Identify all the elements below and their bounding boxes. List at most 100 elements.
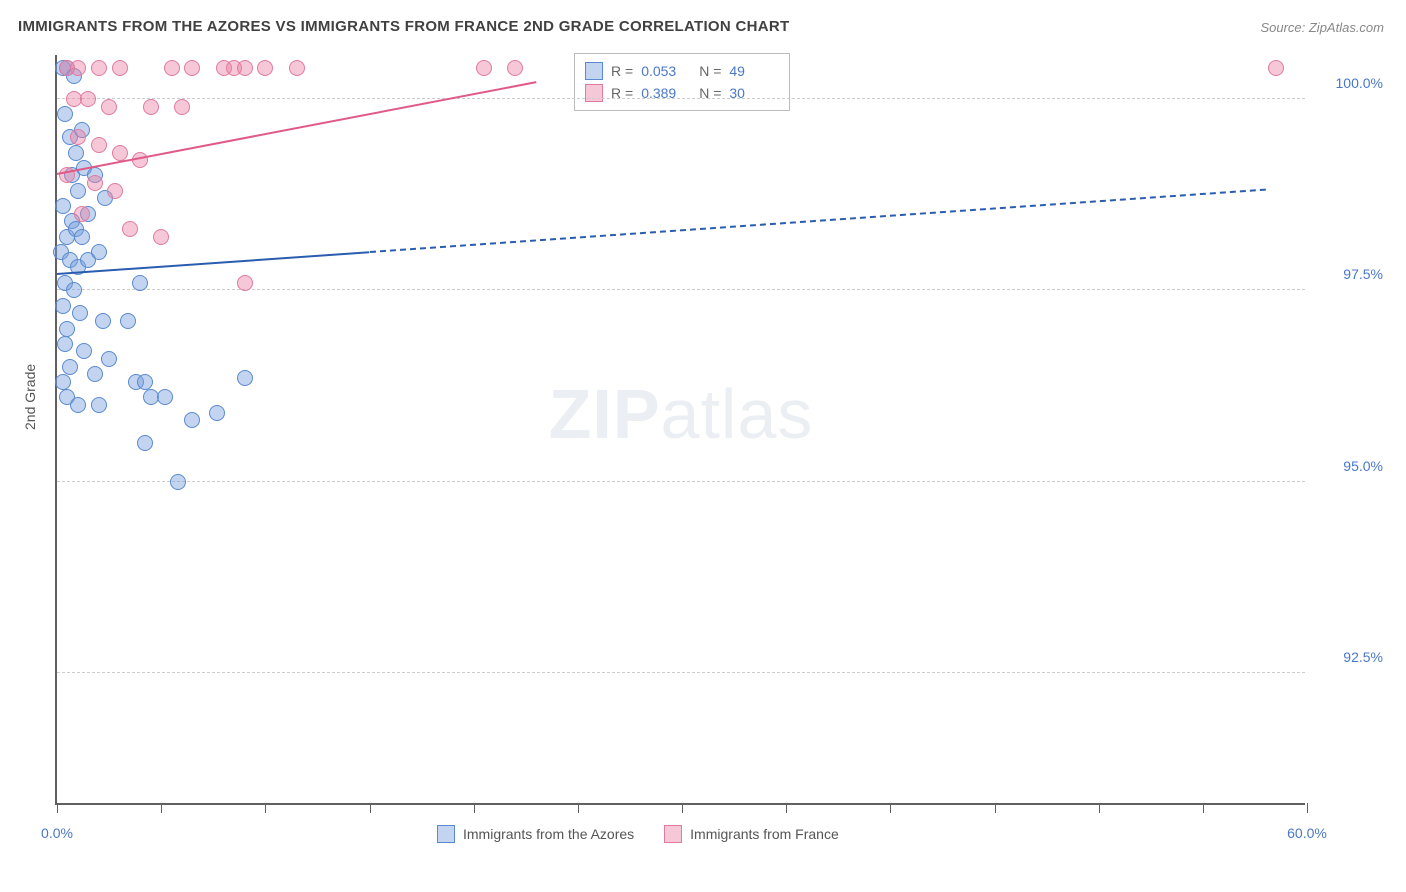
legend-swatch — [437, 825, 455, 843]
stat-n-value: 49 — [729, 63, 779, 79]
scatter-point — [72, 305, 88, 321]
bottom-legend: Immigrants from the Azores Immigrants fro… — [437, 825, 839, 843]
scatter-point — [55, 298, 71, 314]
legend-swatch — [585, 62, 603, 80]
scatter-point — [59, 321, 75, 337]
scatter-point — [237, 60, 253, 76]
y-tick-label: 95.0% — [1343, 458, 1383, 474]
scatter-point — [87, 366, 103, 382]
scatter-point — [70, 183, 86, 199]
legend-swatch — [664, 825, 682, 843]
scatter-point — [143, 99, 159, 115]
scatter-point — [101, 351, 117, 367]
watermark-atlas: atlas — [661, 375, 814, 453]
trend-line-dashed — [369, 189, 1265, 253]
scatter-point — [74, 206, 90, 222]
scatter-point — [55, 374, 71, 390]
scatter-point — [107, 183, 123, 199]
scatter-point — [91, 137, 107, 153]
stat-r-label: R = — [611, 63, 633, 79]
x-tick — [161, 803, 162, 813]
stats-row: R = 0.053 N = 49 — [585, 60, 779, 82]
scatter-point — [76, 343, 92, 359]
scatter-point — [112, 60, 128, 76]
gridline — [57, 98, 1305, 99]
stats-legend-box: R = 0.053 N = 49 R =0.389N =30 — [574, 53, 790, 111]
x-tick-label: 60.0% — [1287, 825, 1327, 841]
source-attribution: Source: ZipAtlas.com — [1260, 20, 1384, 35]
scatter-point — [132, 275, 148, 291]
y-tick-label: 97.5% — [1343, 266, 1383, 282]
legend-item: Immigrants from the Azores — [437, 825, 634, 843]
stat-r-value: 0.053 — [641, 63, 691, 79]
x-tick — [370, 803, 371, 813]
source-name: ZipAtlas.com — [1309, 20, 1384, 35]
scatter-point — [184, 60, 200, 76]
scatter-point — [120, 313, 136, 329]
scatter-point — [66, 91, 82, 107]
scatter-point — [1268, 60, 1284, 76]
scatter-point — [507, 60, 523, 76]
chart-title: IMMIGRANTS FROM THE AZORES VS IMMIGRANTS… — [18, 18, 789, 35]
source-prefix: Source: — [1260, 20, 1308, 35]
legend-label: Immigrants from the Azores — [463, 826, 634, 842]
trend-line — [57, 82, 537, 176]
scatter-point — [91, 397, 107, 413]
watermark: ZIPatlas — [549, 374, 814, 454]
scatter-point — [157, 389, 173, 405]
scatter-point — [66, 282, 82, 298]
scatter-point — [209, 405, 225, 421]
scatter-point — [91, 60, 107, 76]
y-tick-label: 92.5% — [1343, 649, 1383, 665]
x-tick — [1099, 803, 1100, 813]
scatter-point — [237, 275, 253, 291]
legend-item: Immigrants from France — [664, 825, 839, 843]
scatter-point — [112, 145, 128, 161]
scatter-point — [132, 152, 148, 168]
y-axis-label: 2nd Grade — [22, 364, 38, 430]
scatter-point — [70, 397, 86, 413]
plot-area: ZIPatlas R =0.053N =49R =0.389N =30 Immi… — [55, 55, 1305, 805]
x-tick — [890, 803, 891, 813]
scatter-point — [122, 221, 138, 237]
scatter-point — [237, 370, 253, 386]
x-tick — [1203, 803, 1204, 813]
x-tick — [265, 803, 266, 813]
scatter-point — [91, 244, 107, 260]
x-tick — [578, 803, 579, 813]
y-tick-label: 100.0% — [1336, 75, 1383, 91]
x-tick — [995, 803, 996, 813]
stat-n-label: N = — [699, 63, 721, 79]
stats-row: R =0.389N =30 — [585, 82, 779, 104]
scatter-point — [170, 474, 186, 490]
scatter-point — [174, 99, 190, 115]
x-tick — [474, 803, 475, 813]
scatter-point — [74, 229, 90, 245]
x-tick — [1307, 803, 1308, 813]
scatter-point — [289, 60, 305, 76]
scatter-point — [137, 374, 153, 390]
gridline — [57, 481, 1305, 482]
scatter-point — [55, 198, 71, 214]
scatter-point — [70, 60, 86, 76]
scatter-point — [68, 145, 84, 161]
scatter-point — [476, 60, 492, 76]
scatter-point — [57, 106, 73, 122]
scatter-point — [137, 435, 153, 451]
scatter-point — [95, 313, 111, 329]
scatter-point — [87, 175, 103, 191]
scatter-point — [101, 99, 117, 115]
x-tick — [57, 803, 58, 813]
scatter-point — [184, 412, 200, 428]
scatter-point — [70, 129, 86, 145]
scatter-point — [153, 229, 169, 245]
scatter-point — [257, 60, 273, 76]
watermark-zip: ZIP — [549, 375, 661, 453]
gridline — [57, 672, 1305, 673]
x-tick — [786, 803, 787, 813]
x-tick-label: 0.0% — [41, 825, 73, 841]
scatter-point — [57, 336, 73, 352]
legend-label: Immigrants from France — [690, 826, 839, 842]
scatter-point — [164, 60, 180, 76]
legend-swatch — [585, 84, 603, 102]
